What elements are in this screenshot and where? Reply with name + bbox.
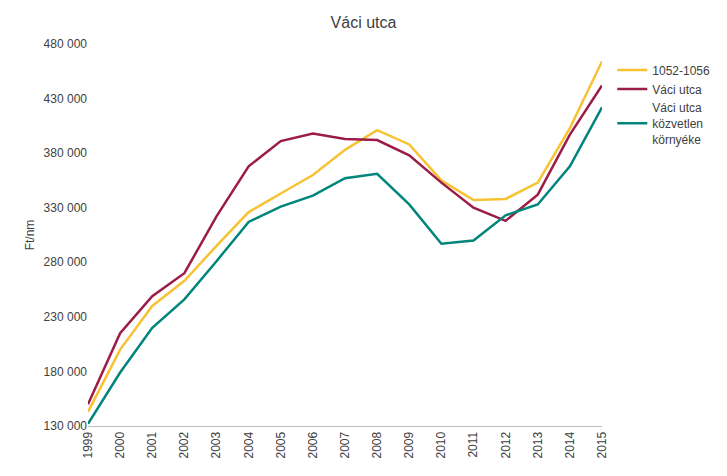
svg-text:2013: 2013: [531, 431, 545, 458]
svg-text:2004: 2004: [242, 431, 256, 458]
svg-text:2010: 2010: [434, 431, 448, 458]
svg-text:480 000: 480 000: [44, 37, 88, 51]
svg-text:330 000: 330 000: [44, 201, 88, 215]
svg-text:280 000: 280 000: [44, 255, 88, 269]
svg-text:2001: 2001: [145, 431, 159, 458]
svg-text:2008: 2008: [370, 431, 384, 458]
svg-text:2011: 2011: [466, 431, 480, 457]
svg-text:1052-1056: 1052-1056: [652, 64, 710, 78]
svg-text:2000: 2000: [113, 431, 127, 458]
svg-text:Váci utca: Váci utca: [331, 14, 397, 31]
svg-text:230 000: 230 000: [44, 310, 88, 324]
svg-text:180 000: 180 000: [44, 365, 88, 379]
svg-text:380 000: 380 000: [44, 146, 88, 160]
svg-text:1999: 1999: [81, 431, 95, 458]
svg-text:430 000: 430 000: [44, 92, 88, 106]
svg-text:Váci utca: Váci utca: [652, 83, 702, 97]
svg-text:Váci utcaközvetlenkörnyéke: Váci utcaközvetlenkörnyéke: [652, 101, 703, 146]
svg-text:2005: 2005: [274, 431, 288, 458]
svg-text:2007: 2007: [338, 431, 352, 458]
svg-text:2015: 2015: [595, 431, 609, 458]
svg-text:2002: 2002: [177, 431, 191, 458]
svg-text:2006: 2006: [306, 431, 320, 458]
svg-text:2014: 2014: [563, 431, 577, 458]
svg-text:Ft/nm: Ft/nm: [23, 220, 37, 251]
svg-text:2012: 2012: [499, 431, 513, 458]
svg-text:2003: 2003: [209, 431, 223, 458]
svg-text:130 000: 130 000: [44, 419, 88, 433]
svg-text:2009: 2009: [402, 431, 416, 458]
